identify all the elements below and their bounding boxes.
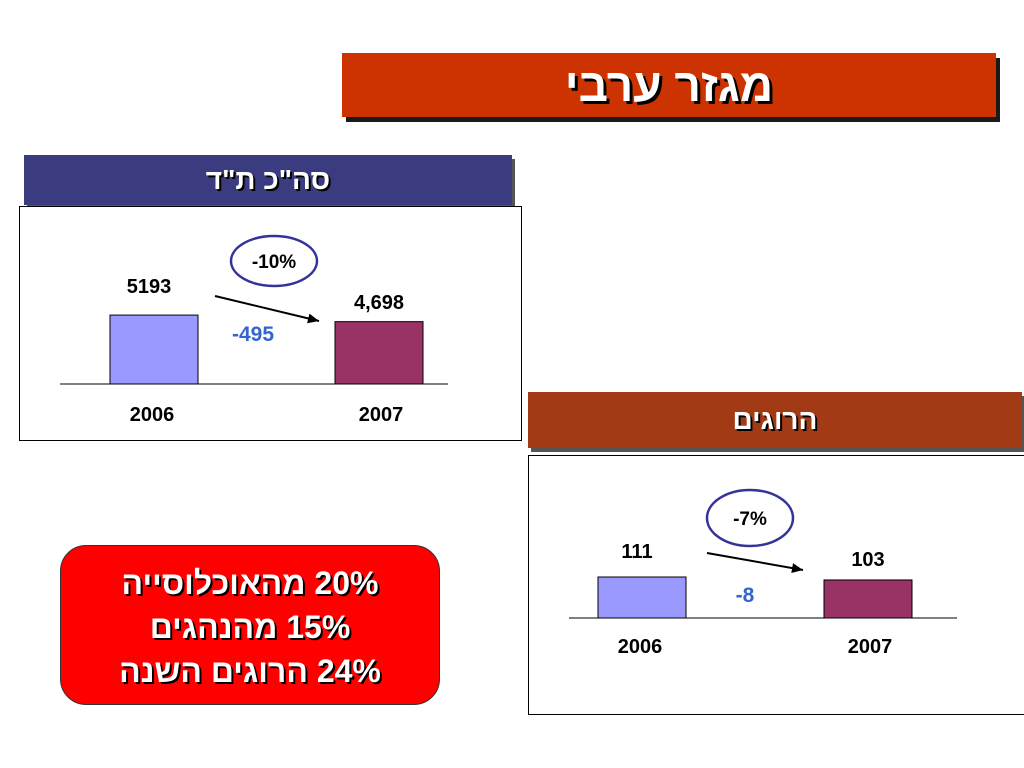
bar-value-label-2006: 5193: [127, 276, 172, 298]
percent-change-ellipse: [229, 234, 319, 288]
stat-fatalities: 24% הרוגים השנה: [119, 653, 381, 689]
trend-arrow-head: [791, 563, 803, 574]
fatalities-chart-svg: 111 2006 103 2007 -7% -8: [569, 488, 957, 658]
percent-change-label: -10%: [252, 252, 296, 273]
bar-2007: [823, 579, 913, 619]
percent-change-label: -7%: [733, 509, 767, 530]
page-title-banner: מגזר ערבי: [342, 53, 996, 117]
absolute-change-label: -8: [736, 584, 755, 607]
trend-arrow-head: [307, 313, 319, 324]
absolute-change-label: -495: [232, 323, 274, 346]
bar-value-label-2007: 103: [851, 549, 884, 571]
stat-drivers: 15% מהנהגים: [149, 609, 351, 645]
percent-change-ellipse: [705, 488, 795, 548]
bar-value-label-2007: 4,698: [354, 292, 404, 314]
x-tick-label-2006: 2006: [130, 404, 175, 426]
stat-population: 20% מהאוכלוסייה: [121, 565, 379, 601]
arab-sector-stats-box: 20% מהאוכלוסייה 15% מהנהגים 24% הרוגים ה…: [60, 545, 440, 705]
bar-value-label-2006: 111: [621, 541, 652, 563]
x-tick-label-2007: 2007: [359, 404, 404, 426]
fatalities-title: הרוגים: [732, 404, 818, 435]
bar-2006: [109, 314, 199, 385]
x-tick-label-2007: 2007: [848, 636, 893, 658]
total-accidents-header: סה"כ ת"ד: [24, 155, 512, 205]
trend-arrow-line: [706, 552, 804, 571]
trend-arrow-line: [214, 295, 320, 322]
fatalities-header: הרוגים: [528, 392, 1022, 448]
x-tick-label-2006: 2006: [618, 636, 663, 658]
total-accidents-chart-svg: 5193 2006 4,698 2007 -10% -495: [60, 234, 448, 426]
total-accidents-chart: 5193 2006 4,698 2007 -10% -495: [19, 206, 522, 441]
page-title: מגזר ערבי: [564, 59, 774, 111]
bar-2007: [334, 321, 424, 385]
total-accidents-title: סה"כ ת"ד: [205, 164, 331, 195]
bar-2006: [597, 576, 687, 619]
fatalities-chart: 111 2006 103 2007 -7% -8: [528, 455, 1024, 715]
